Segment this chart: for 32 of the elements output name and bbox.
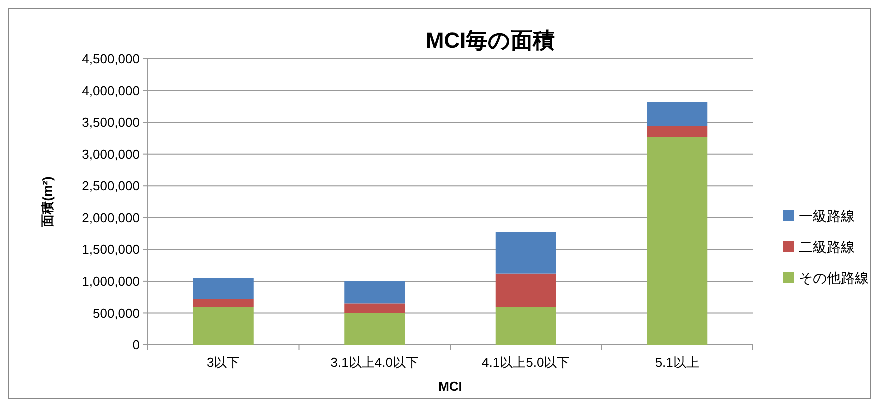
y-axis-title: 面積(m²) <box>40 176 55 228</box>
bar <box>647 137 708 345</box>
bar <box>647 126 708 138</box>
bar <box>193 278 254 300</box>
y-tick-label: 500,000 <box>93 306 140 321</box>
x-axis-title: MCI <box>438 379 462 394</box>
bar <box>496 308 556 345</box>
y-tick-label: 2,000,000 <box>82 210 140 226</box>
x-tick-label: 3以下 <box>207 355 240 370</box>
y-tick-label: 3,000,000 <box>82 146 140 162</box>
x-tick-label: 4.1以上5.0以下 <box>482 355 570 370</box>
bar <box>496 274 556 308</box>
y-tick-label: 3,500,000 <box>82 115 140 130</box>
y-tick-label: 1,500,000 <box>82 242 140 258</box>
bar <box>193 299 254 308</box>
y-tick-label: 2,500,000 <box>82 178 140 194</box>
chart-title: MCI毎の面積 <box>426 28 556 53</box>
legend-label: 一級路線 <box>799 208 855 224</box>
bar <box>344 304 406 314</box>
y-tick-label: 0 <box>132 338 140 353</box>
legend-label: 二級路線 <box>799 238 855 255</box>
y-tick-label: 4,500,000 <box>82 52 140 67</box>
bar <box>193 308 254 345</box>
bar <box>344 313 406 345</box>
legend-label: その他路線 <box>799 270 869 286</box>
y-tick-label: 4,000,000 <box>82 83 140 98</box>
bar <box>496 232 556 274</box>
bar <box>647 102 708 126</box>
x-tick-label: 5.1以上 <box>655 355 700 370</box>
y-tick-label: 1,000,000 <box>82 274 140 289</box>
bar <box>344 281 406 304</box>
x-tick-label: 3.1以上4.0以下 <box>330 355 419 370</box>
